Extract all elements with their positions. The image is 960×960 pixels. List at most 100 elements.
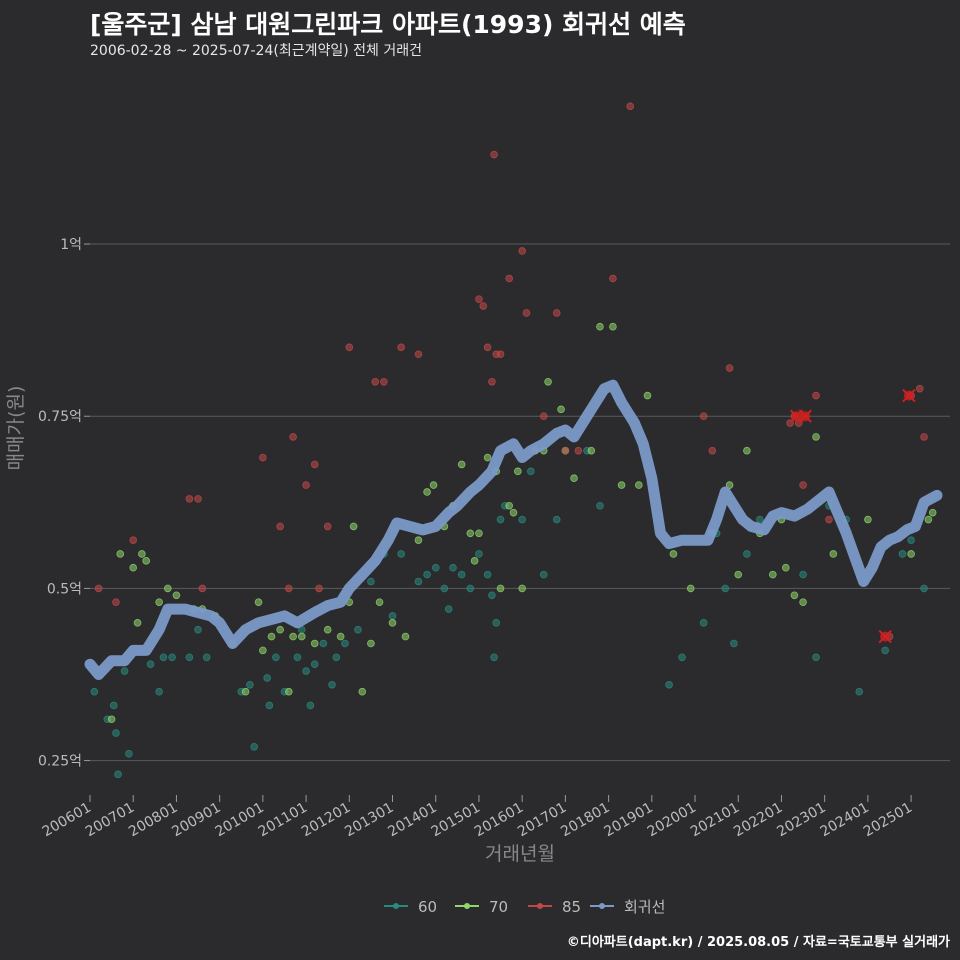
x-tick-label: 201201 [299,800,353,841]
data-point-70 [414,536,423,544]
legend-key-dot [599,903,605,909]
legend-item-70: 70 [455,898,508,916]
legend-item-85: 85 [528,898,581,916]
data-point-70 [349,522,358,531]
data-point-70 [812,433,820,441]
data-point-70 [496,584,505,593]
data-point-85 [609,274,617,283]
data-point-60 [596,501,604,510]
data-point-70 [587,446,596,455]
data-point-85 [539,412,548,421]
data-point-85 [345,343,354,352]
data-point-60 [272,653,280,662]
data-point-85 [920,433,928,441]
legend-key-dot [464,903,470,909]
x-tick-label: 201101 [256,800,310,841]
x-axis-ticks: 2006012007012008012009012010012011012012… [40,795,915,840]
data-point-60 [90,687,99,696]
data-point-60 [246,681,254,689]
data-point-60 [354,625,362,634]
data-point-70 [358,687,367,696]
data-point-60 [431,563,440,572]
x-tick-label: 200701 [83,800,137,841]
data-point-70 [686,584,695,593]
data-point-70 [423,488,431,496]
data-point-70 [734,570,743,579]
data-point-60 [743,550,751,558]
data-point-60 [699,619,708,627]
legend-item-label: 70 [489,898,508,916]
data-point-85 [129,536,138,544]
data-point-70 [129,563,138,572]
data-point-60 [250,742,259,751]
data-point-70 [107,715,116,724]
data-point-85 [505,274,513,283]
data-point-60 [721,584,730,593]
data-point-85 [112,598,120,606]
data-point-70 [743,446,751,455]
data-point-60 [907,536,915,544]
data-point-70 [375,598,384,606]
data-point-70 [116,550,125,558]
data-point-85 [302,481,310,489]
data-point-60 [194,625,202,634]
data-point-85 [574,446,583,455]
data-point-60 [328,681,336,689]
data-point-70 [241,687,250,696]
highlight-cross-icon [902,388,916,403]
data-point-85 [552,309,561,317]
data-point-60 [293,653,302,662]
data-point-60 [168,653,176,662]
data-point-85 [490,150,498,159]
highlight-cross-icon [798,409,812,423]
data-point-85 [475,295,483,303]
x-tick-label: 202401 [818,800,872,841]
data-point-70 [907,550,915,558]
data-point-70 [544,377,552,386]
data-point-70 [401,632,410,641]
data-point-70 [133,619,142,627]
data-point-85 [276,522,284,531]
data-point-60 [730,639,738,648]
x-tick-label: 201001 [213,800,267,841]
data-point-85 [310,460,319,469]
data-point-70 [669,550,678,558]
data-point-70 [470,557,479,565]
data-point-85 [284,584,293,593]
data-points [90,102,937,779]
x-tick-label: 202101 [688,800,742,841]
x-tick-label: 200901 [169,800,223,841]
data-point-70 [509,508,518,517]
data-point-60 [457,570,466,579]
data-point-70 [505,501,513,510]
x-tick-label: 201501 [429,800,483,841]
data-point-70 [254,598,263,606]
data-point-70 [284,687,293,696]
data-point-85 [488,377,496,386]
data-point-70 [388,619,397,627]
data-point-60 [490,653,498,662]
data-point-70 [596,322,604,331]
data-point-60 [496,515,505,524]
trend-line-group [84,379,943,680]
data-point-70 [142,557,150,565]
data-point-70 [466,529,475,538]
data-point-60 [185,653,194,662]
data-point-70 [609,322,617,331]
data-point-85 [414,350,423,359]
data-point-70 [163,584,172,593]
data-point-60 [799,570,807,579]
data-point-85 [518,247,526,255]
legend-item-60: 60 [384,898,437,916]
data-point-85 [194,495,202,503]
data-point-60 [665,681,673,689]
data-point-60 [120,667,129,675]
data-point-60 [440,584,449,593]
data-point-60 [388,612,397,620]
highlight-cross-icon [878,629,892,644]
data-point-60 [367,577,375,586]
data-point-85 [259,453,267,462]
data-point-60 [341,639,349,648]
data-point-60 [812,653,820,662]
highlight-marker [798,409,812,423]
